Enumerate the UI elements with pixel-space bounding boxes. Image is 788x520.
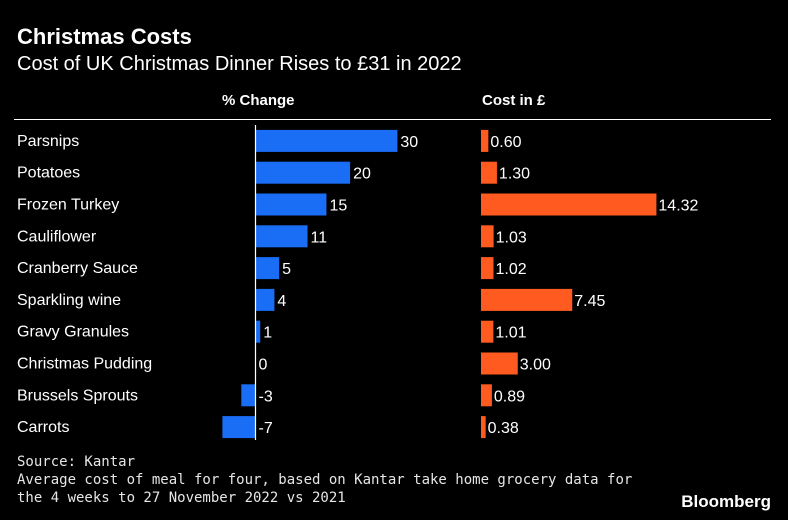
change-bar: [255, 193, 327, 216]
change-bar: [255, 320, 261, 343]
category-label: Gravy Granules: [17, 324, 129, 341]
source-note: Source: Kantar: [17, 454, 136, 470]
category-label: Cauliflower: [17, 228, 97, 245]
change-bar: [255, 225, 308, 248]
cost-value-label: 0.60: [490, 134, 521, 151]
category-label: Potatoes: [17, 165, 80, 182]
category-label: Parsnips: [17, 133, 79, 150]
change-bar: [255, 257, 280, 280]
change-bar: [255, 161, 351, 184]
category-label: Christmas Pudding: [17, 356, 152, 373]
cost-bar: [481, 161, 497, 184]
cost-bar: [481, 225, 494, 248]
cost-bar: [481, 384, 492, 407]
category-label: Frozen Turkey: [17, 197, 119, 214]
change-value-label: 15: [329, 198, 347, 215]
change-value-label: 0: [259, 357, 268, 374]
change-bar: [241, 384, 256, 407]
change-value-label: 20: [353, 166, 371, 183]
cost-bar: [481, 129, 489, 152]
cost-bar: [481, 257, 494, 280]
category-label: Carrots: [17, 419, 69, 436]
change-value-label: 30: [400, 134, 418, 151]
category-label: Sparkling wine: [17, 292, 121, 309]
cost-bar: [481, 288, 573, 311]
cost-bar: [481, 352, 518, 375]
cost-bar: [481, 416, 486, 439]
category-label: Cranberry Sauce: [17, 260, 138, 277]
cost-value-label: 3.00: [520, 357, 551, 374]
cost-value-label: 0.89: [494, 388, 525, 405]
change-value-label: -3: [259, 388, 273, 405]
change-column-header: % Change: [222, 92, 295, 109]
change-bar: [222, 416, 256, 439]
header-rule: [14, 119, 771, 120]
cost-value-label: 1.01: [495, 325, 526, 342]
cost-value-label: 7.45: [574, 293, 605, 310]
change-bar: [255, 129, 398, 152]
cost-bar: [481, 193, 657, 216]
cost-value-label: 1.30: [499, 166, 530, 183]
change-value-label: 4: [277, 293, 286, 310]
change-value-label: 1: [263, 325, 272, 342]
chart-title: Christmas Costs: [17, 24, 192, 49]
cost-value-label: 1.02: [495, 261, 526, 278]
change-value-label: 5: [282, 261, 291, 278]
cost-value-label: 0.38: [488, 420, 519, 437]
cost-value-label: 14.32: [658, 198, 698, 215]
chart-subtitle: Cost of UK Christmas Dinner Rises to £31…: [17, 53, 462, 75]
cost-value-label: 1.03: [496, 229, 527, 246]
change-value-label: -7: [259, 420, 273, 437]
bloomberg-logo: Bloomberg: [681, 492, 771, 511]
category-label: Brussels Sprouts: [17, 387, 138, 404]
footnote: Average cost of meal for four, based on …: [17, 472, 633, 506]
cost-bar: [481, 320, 494, 343]
change-bar: [255, 288, 275, 311]
cost-column-header: Cost in £: [482, 92, 546, 109]
chart-area: Parsnips 30 0.60 Potatoes 20 1.30 Frozen Turke…: [17, 125, 699, 440]
change-value-label: 11: [311, 229, 328, 246]
